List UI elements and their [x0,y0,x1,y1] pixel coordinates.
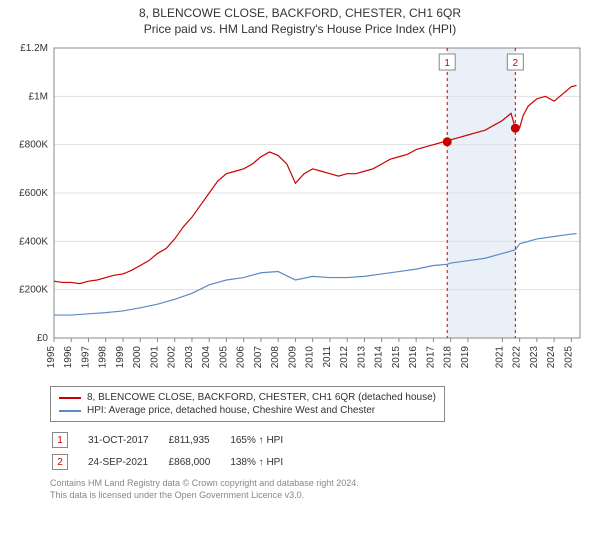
svg-text:2009: 2009 [287,346,298,369]
svg-text:2021: 2021 [494,346,505,369]
svg-text:2012: 2012 [339,346,350,369]
sale-date: 31-OCT-2017 [88,430,167,450]
svg-text:2002: 2002 [167,346,178,369]
marker-box: 2 [52,454,68,470]
svg-text:1: 1 [444,58,450,69]
svg-text:2006: 2006 [236,346,247,369]
legend-label: 8, BLENCOWE CLOSE, BACKFORD, CHESTER, CH… [87,392,436,403]
sale-price: £811,935 [169,430,229,450]
chart-svg: £0 £200K £400K £600K £800K £1M £1.2M 1995 1996 19… [10,40,590,380]
sale-price: £868,000 [169,452,229,472]
legend-item: HPI: Average price, detached house, Ches… [59,404,436,417]
svg-text:2005: 2005 [218,346,229,369]
svg-text:2004: 2004 [201,346,212,369]
svg-text:1999: 1999 [115,346,126,369]
svg-text:2003: 2003 [184,346,195,369]
sale-hpi-pct: 138% ↑ HPI [230,452,301,472]
table-row: 1 31-OCT-2017 £811,935 165% ↑ HPI [52,430,301,450]
svg-text:2008: 2008 [270,346,281,369]
legend: 8, BLENCOWE CLOSE, BACKFORD, CHESTER, CH… [50,386,445,422]
chart-title: 8, BLENCOWE CLOSE, BACKFORD, CHESTER, CH… [10,6,590,20]
svg-text:2023: 2023 [529,346,540,369]
credits-line: Contains HM Land Registry data © Crown c… [50,478,590,490]
legend-item: 8, BLENCOWE CLOSE, BACKFORD, CHESTER, CH… [59,391,436,404]
svg-text:1997: 1997 [80,346,91,369]
svg-text:2014: 2014 [374,346,385,369]
svg-text:2010: 2010 [305,346,316,369]
svg-text:2: 2 [513,58,519,69]
svg-text:2000: 2000 [132,346,143,369]
svg-text:£400K: £400K [19,236,48,247]
line-chart: £0 £200K £400K £600K £800K £1M £1.2M 1995 1996 19… [10,40,590,380]
svg-text:2015: 2015 [391,346,402,369]
svg-text:£200K: £200K [19,285,48,296]
svg-text:2007: 2007 [253,346,264,369]
svg-text:2013: 2013 [356,346,367,369]
svg-text:£0: £0 [37,333,49,344]
legend-swatch [59,410,81,412]
svg-text:2022: 2022 [512,346,523,369]
chart-subtitle: Price paid vs. HM Land Registry's House … [10,22,590,36]
svg-text:2016: 2016 [408,346,419,369]
table-row: 2 24-SEP-2021 £868,000 138% ↑ HPI [52,452,301,472]
svg-text:2025: 2025 [563,346,574,369]
svg-text:2017: 2017 [425,346,436,369]
svg-text:2001: 2001 [149,346,160,369]
credits-line: This data is licensed under the Open Gov… [50,490,590,502]
svg-text:1998: 1998 [98,346,109,369]
svg-text:2011: 2011 [322,346,333,368]
sale-date: 24-SEP-2021 [88,452,167,472]
legend-swatch [59,397,81,399]
svg-text:2018: 2018 [443,346,454,369]
svg-text:1995: 1995 [46,346,57,369]
credits: Contains HM Land Registry data © Crown c… [50,478,590,501]
svg-text:2024: 2024 [546,346,557,369]
sale-hpi-pct: 165% ↑ HPI [230,430,301,450]
sale-points-table: 1 31-OCT-2017 £811,935 165% ↑ HPI 2 24-S… [50,428,303,474]
legend-label: HPI: Average price, detached house, Ches… [87,405,375,416]
svg-text:£800K: £800K [19,140,48,151]
marker-box: 1 [52,432,68,448]
svg-text:£600K: £600K [19,188,48,199]
svg-text:£1M: £1M [29,91,48,102]
svg-text:£1.2M: £1.2M [20,43,48,54]
svg-text:2019: 2019 [460,346,471,369]
svg-text:1996: 1996 [63,346,74,369]
